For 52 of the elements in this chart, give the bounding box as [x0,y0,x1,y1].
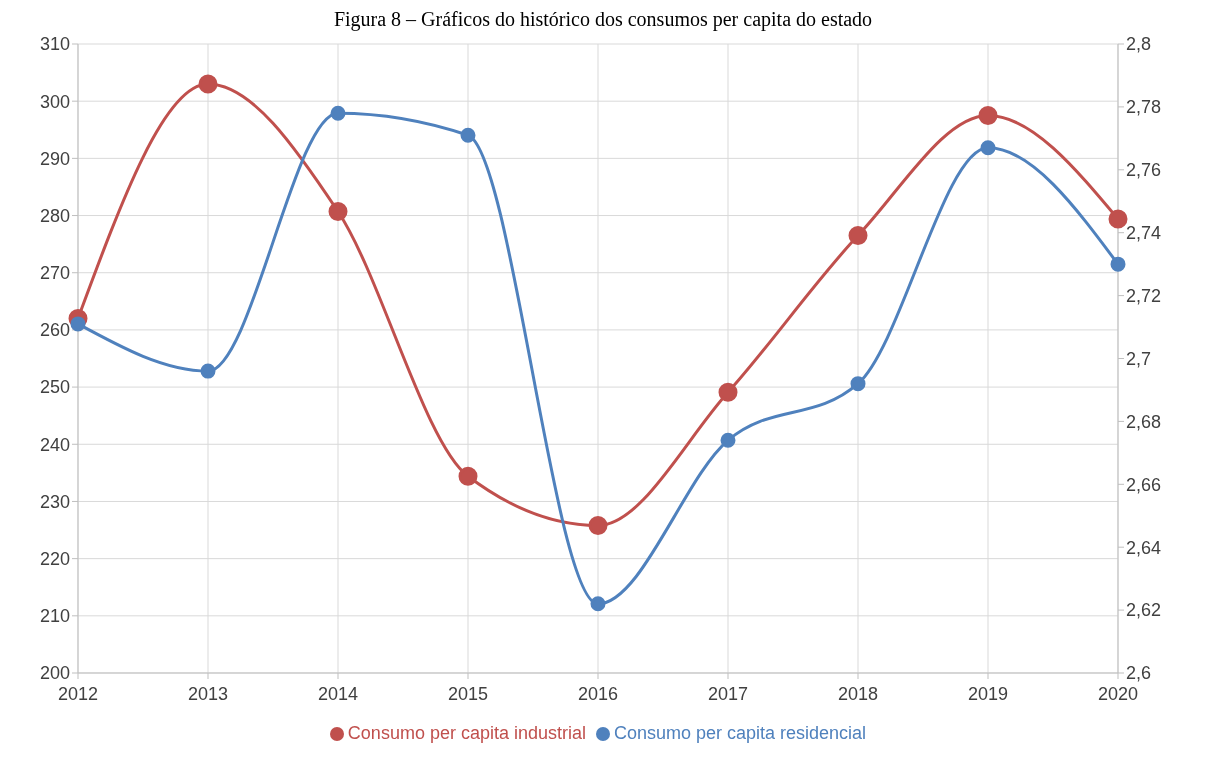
y-tick-label: 270 [39,263,70,284]
y-tick-label: 280 [39,205,70,226]
x-tick-label: 2020 [1097,683,1139,704]
point [850,376,866,392]
point [980,140,996,156]
x-tick-label: 2015 [447,683,489,704]
point [1110,256,1126,272]
point [1108,209,1128,229]
y-tick-label: 310 [39,34,70,55]
point [590,596,606,612]
y-tick-label: 240 [39,434,70,455]
point [588,515,608,535]
y-tick-label: 300 [39,91,70,112]
point [330,105,346,121]
y-tick-label: 250 [39,377,70,398]
y-tick-label: 260 [39,320,70,341]
y2-tick-label: 2,64 [1126,537,1162,558]
y2-tick-label: 2,72 [1126,285,1162,306]
y2-tick-label: 2,66 [1126,474,1162,495]
x-tick-label: 2012 [57,683,99,704]
y-tick-label: 220 [39,549,70,570]
point [328,202,348,222]
y-tick-label: 210 [39,606,70,627]
point [460,127,476,143]
legend-label: Consumo per capita residencial [613,723,867,743]
y-tick-label: 200 [39,663,70,684]
x-tick-label: 2016 [577,683,619,704]
point [200,363,216,379]
point [720,432,736,448]
y2-tick-label: 2,7 [1126,348,1152,369]
x-tick-label: 2013 [187,683,229,704]
y-tick-label: 290 [39,148,70,169]
y2-tick-label: 2,76 [1126,160,1162,181]
x-tick-label: 2014 [317,683,359,704]
point [848,226,868,246]
point [458,466,478,486]
legend-label: Consumo per capita industrial [347,723,586,743]
point [718,382,738,402]
y2-tick-label: 2,62 [1126,600,1162,621]
y2-tick-label: 2,6 [1126,663,1152,684]
point [70,316,86,332]
y2-tick-label: 2,74 [1126,223,1162,244]
x-tick-label: 2019 [967,683,1009,704]
chart-title: Figura 8 – Gráficos do histórico dos consumos per capita do estado [332,8,874,33]
point [978,105,998,125]
point [198,74,218,94]
x-tick-label: 2017 [707,683,749,704]
y2-tick-label: 2,8 [1126,34,1152,55]
y-tick-label: 230 [39,491,70,512]
x-tick-label: 2018 [837,683,879,704]
y2-tick-label: 2,68 [1126,411,1162,432]
y2-tick-label: 2,78 [1126,97,1162,118]
